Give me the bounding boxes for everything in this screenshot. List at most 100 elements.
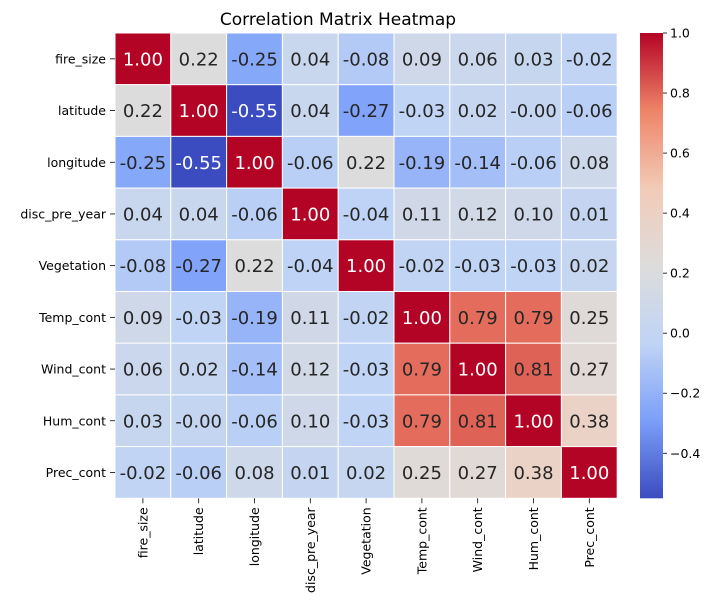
heatmap-cell bbox=[449, 342, 507, 396]
heatmap-cell bbox=[170, 446, 228, 499]
cell-value-label: 0.02 bbox=[346, 463, 386, 484]
cell-value-label: 0.27 bbox=[569, 360, 609, 381]
cell-value-label: -0.03 bbox=[175, 308, 222, 329]
heatmap-cell bbox=[393, 394, 451, 448]
heatmap-cell bbox=[560, 446, 618, 499]
heatmap-cell bbox=[449, 446, 507, 499]
cell-value-label: 0.03 bbox=[123, 411, 163, 432]
heatmap-cells: 1.00 0.22 -0.25 0.04 -0.08 0.09 0.06 0.03 -0.02 0… bbox=[114, 32, 618, 499]
heatmap-cell bbox=[114, 32, 172, 86]
heatmap-cell bbox=[170, 291, 228, 344]
heatmap-cell bbox=[281, 446, 339, 499]
row-label: disc_pre_year bbox=[20, 206, 107, 221]
heatmap-cell bbox=[114, 239, 172, 293]
heatmap-cell bbox=[393, 446, 451, 499]
heatmap-cell bbox=[337, 84, 395, 137]
cell-value-label: -0.06 bbox=[566, 101, 613, 122]
heatmap-cell bbox=[114, 291, 172, 344]
column-label: Wind_cont bbox=[470, 507, 485, 572]
cell-value-label: 0.79 bbox=[402, 360, 442, 381]
cell-value-label: 0.11 bbox=[402, 204, 442, 225]
heatmap-cell bbox=[449, 135, 507, 189]
cell-value-label: 0.09 bbox=[402, 49, 442, 70]
cell-value-label: 0.04 bbox=[179, 204, 219, 225]
heatmap-cell bbox=[114, 394, 172, 448]
cell-value-label: 1.00 bbox=[513, 411, 553, 432]
cell-value-label: 1.00 bbox=[569, 463, 609, 484]
heatmap-cell bbox=[170, 187, 228, 241]
cell-value-label: 0.02 bbox=[569, 256, 609, 277]
cell-value-label: 0.38 bbox=[569, 411, 609, 432]
heatmap-cell bbox=[337, 135, 395, 189]
heatmap-cell bbox=[114, 342, 172, 396]
heatmap-cell bbox=[337, 446, 395, 499]
heatmap-cell bbox=[560, 135, 618, 189]
cell-value-label: -0.03 bbox=[454, 256, 501, 277]
row-label: Wind_cont bbox=[41, 362, 106, 377]
colorbar-tick-label: 1.0 bbox=[670, 26, 690, 41]
heatmap-cell bbox=[281, 135, 339, 189]
heatmap-cell bbox=[170, 135, 228, 189]
colorbar-tick-label: 0.8 bbox=[670, 86, 690, 101]
row-label: Hum_cont bbox=[43, 413, 106, 428]
heatmap-cell bbox=[226, 446, 283, 499]
cell-value-label: -0.14 bbox=[454, 153, 501, 174]
cell-value-label: -0.06 bbox=[175, 463, 222, 484]
cell-value-label: 1.00 bbox=[458, 360, 498, 381]
cell-value-label: 0.22 bbox=[234, 256, 274, 277]
cell-value-label: 0.06 bbox=[123, 360, 163, 381]
cell-value-label: 0.81 bbox=[513, 360, 553, 381]
heatmap-cell bbox=[114, 135, 172, 189]
column-label: Hum_cont bbox=[526, 507, 541, 570]
cell-value-label: 0.22 bbox=[179, 49, 219, 70]
heatmap-cell bbox=[226, 32, 283, 86]
cell-value-label: -0.00 bbox=[510, 101, 557, 122]
colorbar-tick-label: 0.6 bbox=[670, 146, 690, 161]
cell-value-label: -0.02 bbox=[343, 308, 390, 329]
row-label: longitude bbox=[47, 155, 106, 170]
heatmap-cell bbox=[560, 239, 618, 293]
cell-value-label: -0.27 bbox=[343, 101, 390, 122]
cell-value-label: 0.04 bbox=[123, 204, 163, 225]
cell-value-label: -0.03 bbox=[510, 256, 557, 277]
row-label: Vegetation bbox=[39, 258, 106, 273]
column-label: fire_size bbox=[135, 507, 150, 558]
heatmap-cell bbox=[281, 291, 339, 344]
colorbar-tick-label: −0.4 bbox=[670, 446, 700, 461]
cell-value-label: 0.79 bbox=[513, 308, 553, 329]
row-label: Temp_cont bbox=[38, 310, 106, 325]
cell-value-label: -0.06 bbox=[510, 153, 557, 174]
cell-value-label: 0.22 bbox=[123, 101, 163, 122]
cell-value-label: -0.55 bbox=[231, 101, 278, 122]
cell-value-label: -0.19 bbox=[399, 153, 446, 174]
cell-value-label: 1.00 bbox=[179, 101, 219, 122]
cell-value-label: -0.00 bbox=[175, 411, 222, 432]
heatmap-cell bbox=[505, 291, 562, 344]
cell-value-label: 1.00 bbox=[290, 204, 330, 225]
cell-value-label: 0.12 bbox=[290, 360, 330, 381]
cell-value-label: 0.02 bbox=[458, 101, 498, 122]
row-labels: fire_size latitude longitude disc_pre_year V… bbox=[20, 51, 115, 480]
colorbar: −0.4 −0.2 0.0 0.2 0.4 0.6 0.8 1.0 bbox=[640, 26, 700, 499]
cell-value-label: 0.12 bbox=[458, 204, 498, 225]
cell-value-label: 0.04 bbox=[290, 101, 330, 122]
heatmap-cell bbox=[281, 239, 339, 293]
heatmap-cell bbox=[505, 32, 562, 86]
colorbar-tick-label: 0.4 bbox=[670, 206, 690, 221]
column-label: Vegetation bbox=[359, 507, 374, 574]
cell-value-label: 0.10 bbox=[290, 411, 330, 432]
cell-value-label: 1.00 bbox=[402, 308, 442, 329]
column-label: Prec_cont bbox=[582, 507, 597, 567]
column-label: longitude bbox=[247, 507, 262, 566]
cell-value-label: 0.27 bbox=[458, 463, 498, 484]
cell-value-label: 0.11 bbox=[290, 308, 330, 329]
cell-value-label: -0.06 bbox=[231, 411, 278, 432]
cell-value-label: 0.22 bbox=[346, 153, 386, 174]
row-label: fire_size bbox=[55, 51, 106, 66]
colorbar-gradient bbox=[640, 33, 663, 499]
heatmap-cell bbox=[505, 84, 562, 137]
heatmap-cell bbox=[337, 342, 395, 396]
heatmap-cell bbox=[226, 239, 283, 293]
cell-value-label: -0.25 bbox=[120, 153, 167, 174]
